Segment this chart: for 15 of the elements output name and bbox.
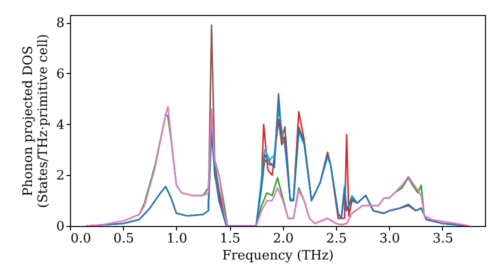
x-tick-label: 0.5 [113, 232, 134, 246]
y-tick-label: 6 [56, 66, 64, 82]
x-tick-label: 2.0 [272, 232, 294, 246]
y-tick-label: 2 [56, 168, 64, 184]
y-axis-title: Phonon projected DOS (States/THz·primitive cell) [21, 34, 52, 208]
x-tick-label: 0.0 [70, 232, 92, 246]
x-tick-label: 1.5 [220, 232, 240, 246]
x-tick-label: 3.5 [432, 232, 454, 246]
y-tick-label: 8 [56, 16, 64, 32]
y-tick-label: 4 [56, 118, 64, 133]
y-tick-label: 0 [56, 220, 64, 234]
x-tick-label: 1.0 [166, 232, 188, 246]
x-axis-title: Frequency (THz) [222, 248, 334, 264]
x-tick-label: 3.0 [379, 232, 400, 246]
x-tick-label: 2.5 [326, 232, 347, 246]
